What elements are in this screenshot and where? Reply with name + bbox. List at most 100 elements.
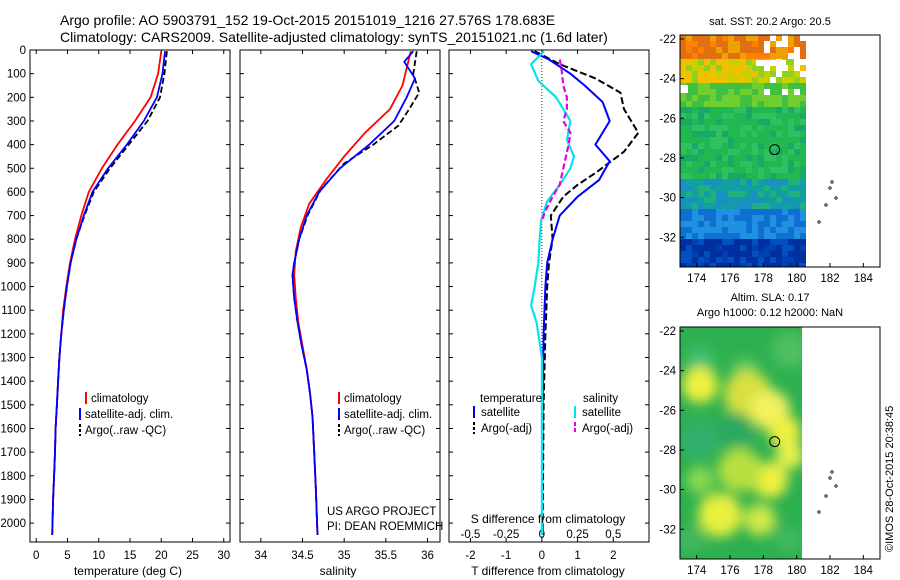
sst-cell bbox=[800, 77, 806, 83]
sst-cell bbox=[764, 113, 770, 119]
sst-cell bbox=[788, 125, 794, 131]
sst-cell bbox=[686, 83, 692, 89]
sst-cell bbox=[716, 173, 722, 179]
sst-cell bbox=[794, 215, 800, 221]
sla-blob bbox=[682, 422, 718, 458]
sst-cell bbox=[770, 209, 776, 215]
sst-cell bbox=[692, 161, 698, 167]
sst-cell bbox=[794, 179, 800, 185]
sst-cell bbox=[710, 47, 716, 53]
x-tick-label: 20 bbox=[155, 550, 168, 562]
sst-cell bbox=[722, 131, 728, 137]
sst-cell bbox=[680, 191, 686, 197]
sst-cell bbox=[752, 101, 758, 107]
sst-cell bbox=[710, 197, 716, 203]
sst-cell bbox=[734, 41, 740, 47]
sst-cell bbox=[692, 251, 698, 257]
sst-cell bbox=[698, 263, 704, 267]
sst-cell bbox=[710, 191, 716, 197]
sst-cell bbox=[794, 245, 800, 251]
sst-cell bbox=[758, 263, 764, 267]
sst-cell bbox=[776, 233, 782, 239]
sst-cell bbox=[728, 185, 734, 191]
sst-cell bbox=[770, 143, 776, 149]
sst-cell bbox=[800, 131, 806, 137]
sst-cell bbox=[692, 257, 698, 263]
sst-cell bbox=[752, 227, 758, 233]
sst-cell bbox=[740, 101, 746, 107]
depth-tick-label: 0 bbox=[20, 45, 26, 57]
sst-cell bbox=[722, 95, 728, 101]
sst-cell bbox=[716, 209, 722, 215]
sst-cell bbox=[728, 155, 734, 161]
sst-cell bbox=[770, 221, 776, 227]
legend-label-satellite: satellite-adj. clim. bbox=[85, 409, 173, 421]
island bbox=[828, 476, 832, 480]
sst-cell bbox=[764, 143, 770, 149]
sst-cell bbox=[770, 101, 776, 107]
sst-cell bbox=[794, 221, 800, 227]
sst-cell bbox=[716, 107, 722, 113]
sst-cell bbox=[752, 209, 758, 215]
sst-cell bbox=[716, 251, 722, 257]
sst-cell bbox=[800, 233, 806, 239]
sst-cell bbox=[788, 185, 794, 191]
sst-cell bbox=[680, 47, 686, 53]
sst-cell bbox=[692, 137, 698, 143]
sst-cell bbox=[710, 41, 716, 47]
sst-cell bbox=[764, 257, 770, 263]
sst-cell bbox=[698, 125, 704, 131]
sst-cell bbox=[782, 245, 788, 251]
sst-cell bbox=[734, 89, 740, 95]
sst-cell bbox=[692, 95, 698, 101]
sst-cell bbox=[704, 215, 710, 221]
sst-cell bbox=[758, 101, 764, 107]
sst-cell bbox=[800, 263, 806, 267]
sst-cell bbox=[782, 77, 788, 83]
sst-cell bbox=[710, 113, 716, 119]
sst-cell bbox=[728, 47, 734, 53]
sst-cell bbox=[794, 113, 800, 119]
sst-cell bbox=[740, 179, 746, 185]
sst-cell bbox=[746, 161, 752, 167]
sla-blob bbox=[698, 493, 742, 537]
sst-cell bbox=[764, 251, 770, 257]
sst-cell bbox=[692, 47, 698, 53]
sst-cell bbox=[758, 209, 764, 215]
sst-cell bbox=[692, 77, 698, 83]
sst-cell bbox=[746, 77, 752, 83]
sst-cell bbox=[770, 215, 776, 221]
sst-cell bbox=[716, 233, 722, 239]
sst-cell bbox=[728, 167, 734, 173]
difference-panel-frame bbox=[448, 49, 650, 543]
series-line-salinity-argo-adj- bbox=[540, 59, 572, 221]
sst-cell bbox=[716, 161, 722, 167]
sst-cell bbox=[776, 131, 782, 137]
sst-cell bbox=[758, 179, 764, 185]
sst-cell bbox=[752, 41, 758, 47]
sst-cell bbox=[782, 239, 788, 245]
credit-line-1: US ARGO PROJECT bbox=[327, 506, 436, 518]
sst-cell bbox=[764, 95, 770, 101]
sst-cell bbox=[740, 149, 746, 155]
sst-cell bbox=[788, 83, 794, 89]
s-tick-label: 0 bbox=[539, 529, 545, 541]
sst-cell bbox=[758, 155, 764, 161]
sst-cell bbox=[686, 155, 692, 161]
x-tick-label: 0 bbox=[33, 550, 39, 562]
sst-cell bbox=[734, 173, 740, 179]
sst-cell bbox=[704, 143, 710, 149]
sst-cell bbox=[722, 47, 728, 53]
sst-cell bbox=[680, 233, 686, 239]
sst-gap bbox=[680, 85, 688, 93]
sst-cell bbox=[698, 179, 704, 185]
sst-cell bbox=[710, 35, 716, 41]
sst-cell bbox=[776, 245, 782, 251]
sst-cell bbox=[716, 119, 722, 125]
map-x-tick-label: 182 bbox=[820, 273, 839, 285]
sst-cell bbox=[752, 251, 758, 257]
sst-cell bbox=[734, 185, 740, 191]
sst-cell bbox=[776, 215, 782, 221]
sst-cell bbox=[722, 71, 728, 77]
sst-cell bbox=[758, 77, 764, 83]
